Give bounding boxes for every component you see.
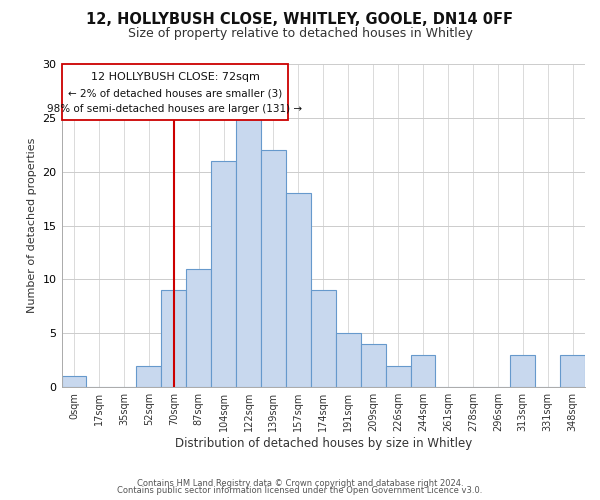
Text: Contains HM Land Registry data © Crown copyright and database right 2024.: Contains HM Land Registry data © Crown c…	[137, 478, 463, 488]
Bar	[211, 161, 236, 387]
Text: 98% of semi-detached houses are larger (131) →: 98% of semi-detached houses are larger (…	[47, 104, 302, 114]
Bar	[261, 150, 286, 387]
Text: Size of property relative to detached houses in Whitley: Size of property relative to detached ho…	[128, 28, 472, 40]
Bar	[62, 376, 86, 387]
Bar	[286, 194, 311, 387]
Y-axis label: Number of detached properties: Number of detached properties	[27, 138, 37, 314]
FancyBboxPatch shape	[62, 64, 289, 120]
Bar	[410, 355, 436, 387]
Bar	[510, 355, 535, 387]
Bar	[386, 366, 410, 387]
Bar	[186, 268, 211, 387]
Text: Contains public sector information licensed under the Open Government Licence v3: Contains public sector information licen…	[118, 486, 482, 495]
X-axis label: Distribution of detached houses by size in Whitley: Distribution of detached houses by size …	[175, 437, 472, 450]
Bar	[361, 344, 386, 387]
Text: 12, HOLLYBUSH CLOSE, WHITLEY, GOOLE, DN14 0FF: 12, HOLLYBUSH CLOSE, WHITLEY, GOOLE, DN1…	[86, 12, 514, 28]
Bar	[336, 334, 361, 387]
Bar	[236, 118, 261, 387]
Bar	[311, 290, 336, 387]
Bar	[161, 290, 186, 387]
Bar	[136, 366, 161, 387]
Bar	[560, 355, 585, 387]
Text: ← 2% of detached houses are smaller (3): ← 2% of detached houses are smaller (3)	[68, 88, 282, 98]
Text: 12 HOLLYBUSH CLOSE: 72sqm: 12 HOLLYBUSH CLOSE: 72sqm	[91, 72, 259, 82]
